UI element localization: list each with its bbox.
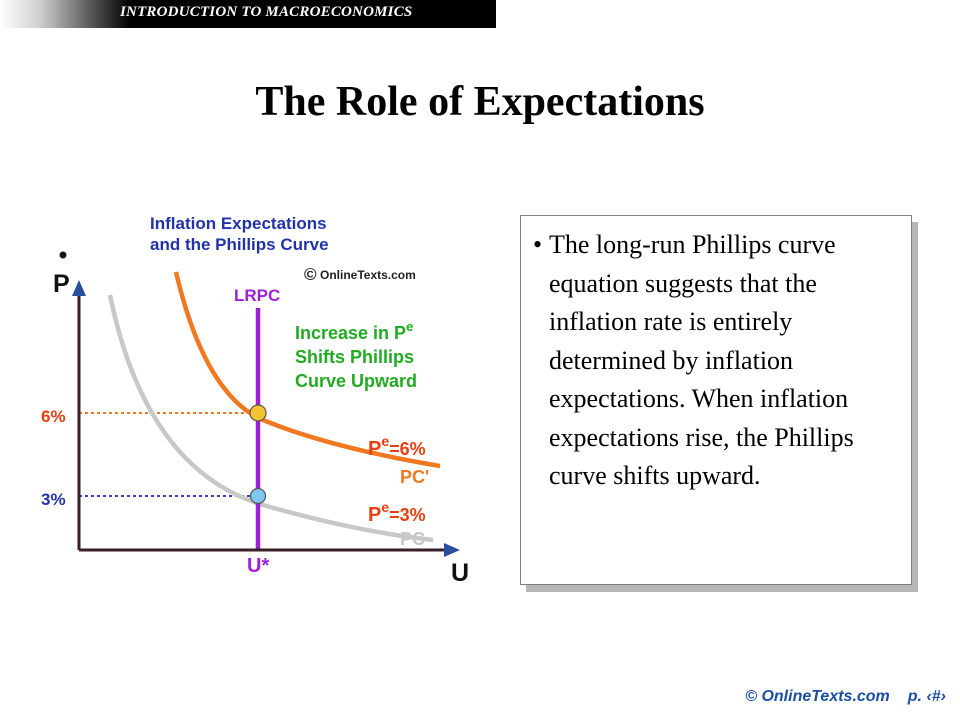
note-line3: Curve Upward (295, 371, 417, 391)
note-line1: Increase in Pe (295, 319, 413, 343)
u-star-label: U* (247, 555, 269, 577)
phillips-curve-figure: Inflation Expectations and the Phillips … (28, 200, 488, 610)
p-dot-icon (59, 251, 67, 259)
course-banner: INTRODUCTION TO MACROECONOMICS (0, 0, 496, 28)
lrpc-label: LRPC (234, 286, 280, 305)
bullet-text: The long-run Phillips curve equation sug… (549, 230, 854, 490)
pc-prime-label: PC' (400, 467, 429, 487)
text-box: • The long-run Phillips curve equation s… (520, 215, 912, 585)
tick-label-6: 6% (41, 407, 66, 426)
footer-page-number: p. ‹#› (907, 688, 946, 705)
bullet-marker: • (533, 230, 543, 259)
pc-prime-curve (173, 271, 441, 469)
x-axis-label: U (451, 559, 469, 587)
footer: © OnlineTexts.com p. ‹#› (745, 688, 946, 706)
bullet-item: • The long-run Phillips curve equation s… (533, 226, 901, 496)
pe6-label: Pe=6% (368, 433, 426, 460)
y-axis-label: P (53, 270, 70, 298)
course-title: INTRODUCTION TO MACROECONOMICS (120, 4, 413, 20)
tick-label-3: 3% (41, 490, 66, 509)
expectation-point-6 (249, 404, 267, 422)
slide-title: The Role of Expectations (255, 79, 705, 125)
onlinetexts-watermark: OnlineTexts.com (320, 268, 416, 282)
phillips-curve-diagram: Inflation Expectations and the Phillips … (41, 214, 469, 587)
expectation-point-3 (249, 487, 267, 505)
figure-title-line2: and the Phillips Curve (150, 235, 329, 254)
pe3-label: Pe=3% (368, 499, 426, 526)
copyright-symbol: © (304, 265, 317, 284)
footer-copyright: © OnlineTexts.com (745, 688, 890, 705)
pc-label: PC (400, 529, 425, 549)
x-axis-arrow-icon (444, 543, 460, 557)
figure-title-line1: Inflation Expectations (150, 214, 327, 233)
note-line2: Shifts Phillips (295, 347, 414, 367)
y-axis-arrow-icon (72, 280, 86, 296)
